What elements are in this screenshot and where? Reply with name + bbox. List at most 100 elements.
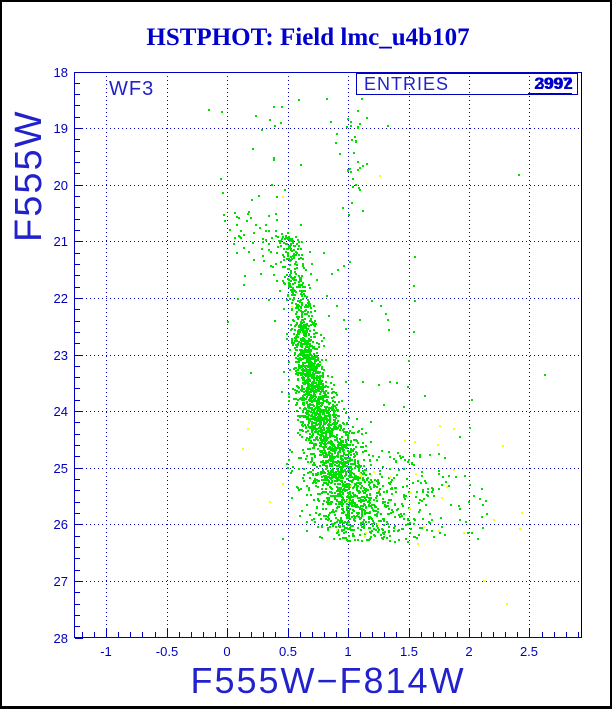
data-point: [307, 343, 309, 345]
data-point: [331, 492, 333, 494]
data-point: [306, 504, 308, 506]
data-point: [340, 503, 342, 505]
data-point: [307, 416, 309, 418]
x-tick-label: 2: [465, 644, 473, 659]
data-point: [371, 530, 373, 532]
data-point: [502, 445, 504, 447]
data-point: [288, 393, 290, 395]
data-point: [286, 338, 288, 340]
data-point: [340, 442, 342, 444]
data-point: [357, 497, 359, 499]
data-point: [370, 517, 372, 519]
data-point: [336, 480, 338, 482]
data-point: [408, 459, 410, 461]
data-point: [312, 482, 314, 484]
data-point: [291, 497, 293, 499]
data-point: [285, 243, 287, 245]
data-point: [353, 502, 355, 504]
data-point: [365, 432, 367, 434]
data-point: [361, 512, 363, 514]
data-point: [282, 254, 284, 256]
data-point: [388, 530, 390, 532]
data-point: [279, 290, 281, 292]
data-point: [300, 457, 302, 459]
y-gridline: [74, 241, 582, 242]
data-point: [366, 478, 368, 480]
data-point: [351, 139, 353, 141]
data-point: [325, 394, 327, 396]
data-point: [282, 196, 284, 198]
data-point: [294, 263, 296, 265]
data-point: [349, 480, 351, 482]
data-point: [238, 235, 240, 237]
data-point: [393, 458, 395, 460]
data-point: [309, 388, 311, 390]
data-point: [361, 515, 363, 517]
data-point: [369, 459, 371, 461]
data-point: [328, 409, 330, 411]
data-point: [394, 504, 396, 506]
data-point: [403, 406, 405, 408]
data-point: [315, 372, 317, 374]
y-minor-tick: [75, 558, 80, 559]
data-point: [286, 258, 288, 260]
data-point: [334, 483, 336, 485]
data-point: [346, 527, 348, 529]
data-point: [340, 494, 342, 496]
data-point: [311, 409, 313, 411]
data-point: [378, 529, 380, 531]
data-point: [346, 539, 348, 541]
data-point: [384, 531, 386, 533]
data-point: [329, 455, 331, 457]
data-point: [316, 375, 318, 377]
data-point: [309, 330, 311, 332]
data-point: [370, 441, 372, 443]
data-point: [304, 333, 306, 335]
data-point: [349, 444, 351, 446]
data-point: [378, 520, 380, 522]
data-point: [307, 394, 309, 396]
data-point: [288, 286, 290, 288]
data-point: [308, 338, 310, 340]
data-point: [292, 388, 294, 390]
data-point: [334, 419, 336, 421]
y-minor-tick: [75, 502, 80, 503]
y-minor-tick: [75, 366, 80, 367]
data-point: [314, 431, 316, 433]
data-point: [318, 403, 320, 405]
data-point: [302, 379, 304, 381]
data-point: [302, 449, 304, 451]
data-point: [301, 302, 303, 304]
data-point: [280, 240, 282, 242]
data-point: [221, 111, 223, 113]
x-tick-label: 0.5: [278, 644, 298, 659]
data-point: [293, 253, 295, 255]
data-point: [347, 118, 349, 120]
data-point: [345, 434, 347, 436]
data-point: [320, 473, 322, 475]
data-point: [415, 496, 417, 498]
data-point: [307, 472, 309, 474]
data-point: [350, 121, 352, 123]
data-point: [291, 302, 293, 304]
data-point: [342, 503, 344, 505]
y-minor-tick: [75, 547, 80, 548]
data-point: [375, 529, 377, 531]
data-point: [298, 372, 300, 374]
data-point: [324, 479, 326, 481]
data-point: [365, 521, 367, 523]
data-point: [330, 460, 332, 462]
data-point: [354, 539, 356, 541]
data-point: [327, 498, 329, 500]
data-point: [341, 529, 343, 531]
data-point: [306, 494, 308, 496]
data-point: [309, 442, 311, 444]
data-point: [303, 399, 305, 401]
data-point: [333, 523, 335, 525]
data-point: [265, 230, 267, 232]
x-minor-tick: [251, 632, 252, 637]
y-minor-tick: [75, 570, 80, 571]
data-point: [340, 425, 342, 427]
data-point: [376, 486, 378, 488]
data-point: [325, 465, 327, 467]
